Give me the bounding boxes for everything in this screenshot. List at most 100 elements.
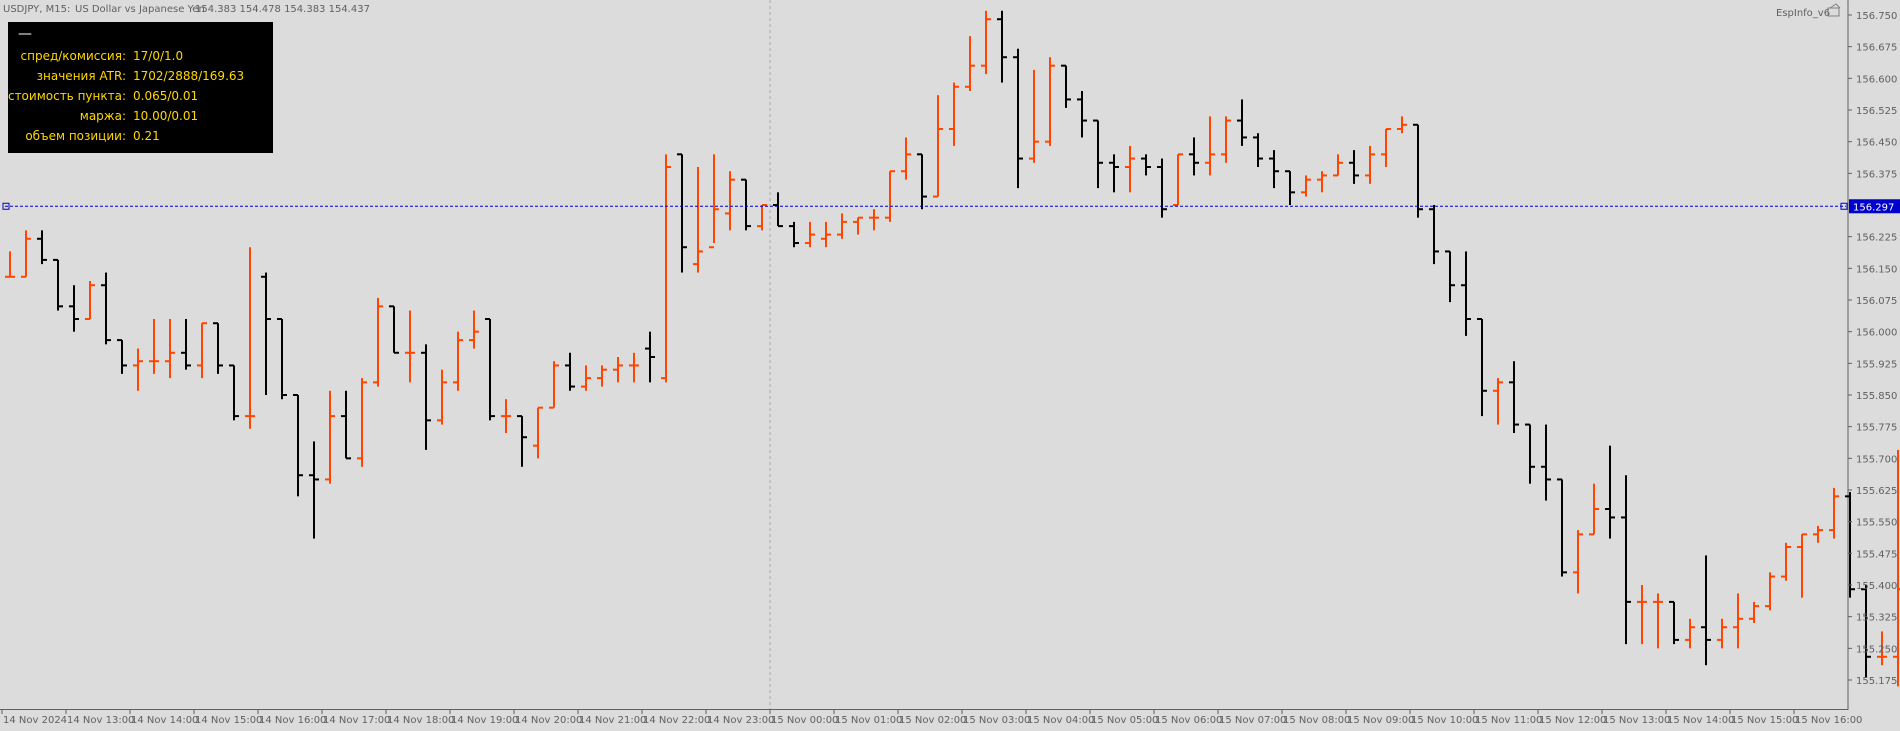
y-tick-label: 156.750 bbox=[1856, 11, 1897, 22]
y-tick-label: 155.625 bbox=[1856, 486, 1897, 497]
y-tick-label: 155.250 bbox=[1856, 644, 1897, 655]
ohlc-bar bbox=[1125, 145, 1135, 193]
ohlc-bar bbox=[565, 352, 575, 391]
x-tick-label: 15 Nov 09:00 bbox=[1347, 715, 1414, 726]
ohlc-bar bbox=[341, 390, 351, 460]
ohlc-bar bbox=[1861, 585, 1871, 678]
price-axis: 156.750 156.675 156.600 156.525 156.450 156.3… bbox=[1848, 11, 1897, 687]
ohlc-bar bbox=[997, 10, 1007, 83]
ohlc-bar bbox=[1397, 116, 1407, 134]
x-tick-label: 14 Nov 22:00 bbox=[643, 715, 710, 726]
ohlc-bar bbox=[293, 394, 303, 497]
y-tick-label: 155.475 bbox=[1856, 549, 1897, 560]
ohlc-bar bbox=[357, 378, 367, 467]
x-tick-label: 14 Nov 16:00 bbox=[259, 715, 326, 726]
x-tick-label: 14 Nov 17:00 bbox=[323, 715, 390, 726]
price-line-label-bg bbox=[1849, 199, 1900, 214]
ohlc-bar bbox=[1509, 361, 1519, 433]
ohlc-bar bbox=[885, 170, 895, 222]
ohlc-bar bbox=[1557, 478, 1567, 577]
ohlc-bar bbox=[21, 230, 31, 278]
ohlc-bar bbox=[1189, 137, 1199, 176]
ohlc-bar bbox=[1333, 154, 1343, 177]
ohlc-bar bbox=[309, 441, 319, 539]
y-tick-label: 155.550 bbox=[1856, 518, 1897, 529]
ohlc-bar bbox=[1525, 423, 1535, 484]
ohlc-bar bbox=[245, 247, 255, 429]
info-value: 17/0/1.0 bbox=[133, 49, 184, 63]
ohlc-bar bbox=[37, 230, 47, 265]
ohlc-bar bbox=[325, 390, 335, 484]
ohlc-bar bbox=[133, 348, 143, 391]
x-tick-label: 14 Nov 15:00 bbox=[195, 715, 262, 726]
ohlc-bar bbox=[1813, 525, 1823, 543]
ohlc-bar bbox=[181, 319, 191, 370]
ohlc-bar bbox=[1573, 530, 1583, 594]
ohlc-bar bbox=[949, 82, 959, 146]
ohlc-bar bbox=[1141, 154, 1151, 176]
info-label: стоимость пункта: bbox=[7, 89, 126, 103]
ohlc-bar bbox=[197, 322, 207, 379]
ohlc-bar bbox=[1045, 57, 1055, 146]
ohlc-bar bbox=[1301, 175, 1311, 197]
ohlc-bar bbox=[1093, 119, 1103, 189]
x-tick-label: 14 Nov 19:00 bbox=[451, 715, 518, 726]
ohlc-bar bbox=[869, 209, 879, 231]
indicator-label: EspInfo_v6 bbox=[1776, 8, 1830, 19]
chart-header-ohlc: 154.383 154.478 154.383 154.437 bbox=[195, 4, 370, 15]
ohlc-bar bbox=[741, 178, 751, 231]
ohlc-bar bbox=[1413, 123, 1423, 218]
x-tick-label: 15 Nov 14:00 bbox=[1667, 715, 1734, 726]
x-tick-label: 14 Nov 14:00 bbox=[131, 715, 198, 726]
ohlc-bar bbox=[933, 95, 943, 198]
ohlc-bar bbox=[1365, 145, 1375, 184]
ohlc-bar bbox=[1173, 153, 1183, 206]
x-tick-label: 15 Nov 10:00 bbox=[1411, 715, 1478, 726]
indicator-folder-icon[interactable] bbox=[1827, 3, 1841, 17]
ohlc-bar bbox=[1349, 150, 1359, 184]
ohlc-bar bbox=[101, 272, 111, 345]
y-tick-label: 156.000 bbox=[1856, 328, 1897, 339]
info-panel-dash[interactable]: — bbox=[18, 26, 32, 42]
y-tick-label: 156.075 bbox=[1856, 296, 1897, 307]
ohlc-bar bbox=[1621, 475, 1631, 645]
x-tick-label: 14 Nov 23:00 bbox=[707, 715, 774, 726]
ohlc-bar bbox=[1205, 116, 1215, 176]
y-tick-label: 156.375 bbox=[1856, 169, 1897, 180]
x-tick-label: 15 Nov 08:00 bbox=[1283, 715, 1350, 726]
info-value: 0.065/0.01 bbox=[133, 89, 199, 103]
ohlc-bar bbox=[725, 171, 735, 231]
x-tick-label: 14 Nov 2024 bbox=[3, 715, 67, 726]
x-tick-label: 15 Nov 04:00 bbox=[1027, 715, 1094, 726]
ohlc-bar bbox=[533, 406, 543, 459]
x-tick-label: 14 Nov 20:00 bbox=[515, 715, 582, 726]
ohlc-bar bbox=[693, 167, 703, 273]
ohlc-bar bbox=[1893, 449, 1900, 687]
ohlc-bar bbox=[661, 154, 671, 383]
ohlc-bar bbox=[629, 352, 639, 383]
x-tick-label: 15 Nov 03:00 bbox=[963, 715, 1030, 726]
ohlc-bar bbox=[1829, 487, 1839, 539]
ohlc-bar bbox=[517, 415, 527, 467]
ohlc-bar bbox=[1077, 91, 1087, 138]
x-tick-label: 15 Nov 11:00 bbox=[1475, 715, 1542, 726]
ohlc-bar bbox=[917, 153, 927, 210]
ohlc-bar bbox=[1717, 618, 1727, 649]
info-label: объем позиции: bbox=[25, 129, 126, 143]
ohlc-bar bbox=[229, 364, 239, 421]
ohlc-bar bbox=[773, 192, 783, 228]
ohlc-bar bbox=[1637, 585, 1647, 645]
ohlc-bar bbox=[597, 365, 607, 387]
ohlc-bar bbox=[1781, 542, 1791, 581]
x-tick-label: 15 Nov 16:00 bbox=[1795, 715, 1862, 726]
ohlc-bar bbox=[1765, 572, 1775, 611]
x-tick-label: 15 Nov 07:00 bbox=[1219, 715, 1286, 726]
y-tick-label: 155.400 bbox=[1856, 581, 1897, 592]
ohlc-bar bbox=[853, 216, 863, 235]
ohlc-bar bbox=[1541, 424, 1551, 501]
ohlc-bar bbox=[1109, 154, 1119, 193]
ohlc-bar bbox=[1061, 64, 1071, 108]
current-price-line[interactable]: 156.297 bbox=[2, 199, 1900, 214]
